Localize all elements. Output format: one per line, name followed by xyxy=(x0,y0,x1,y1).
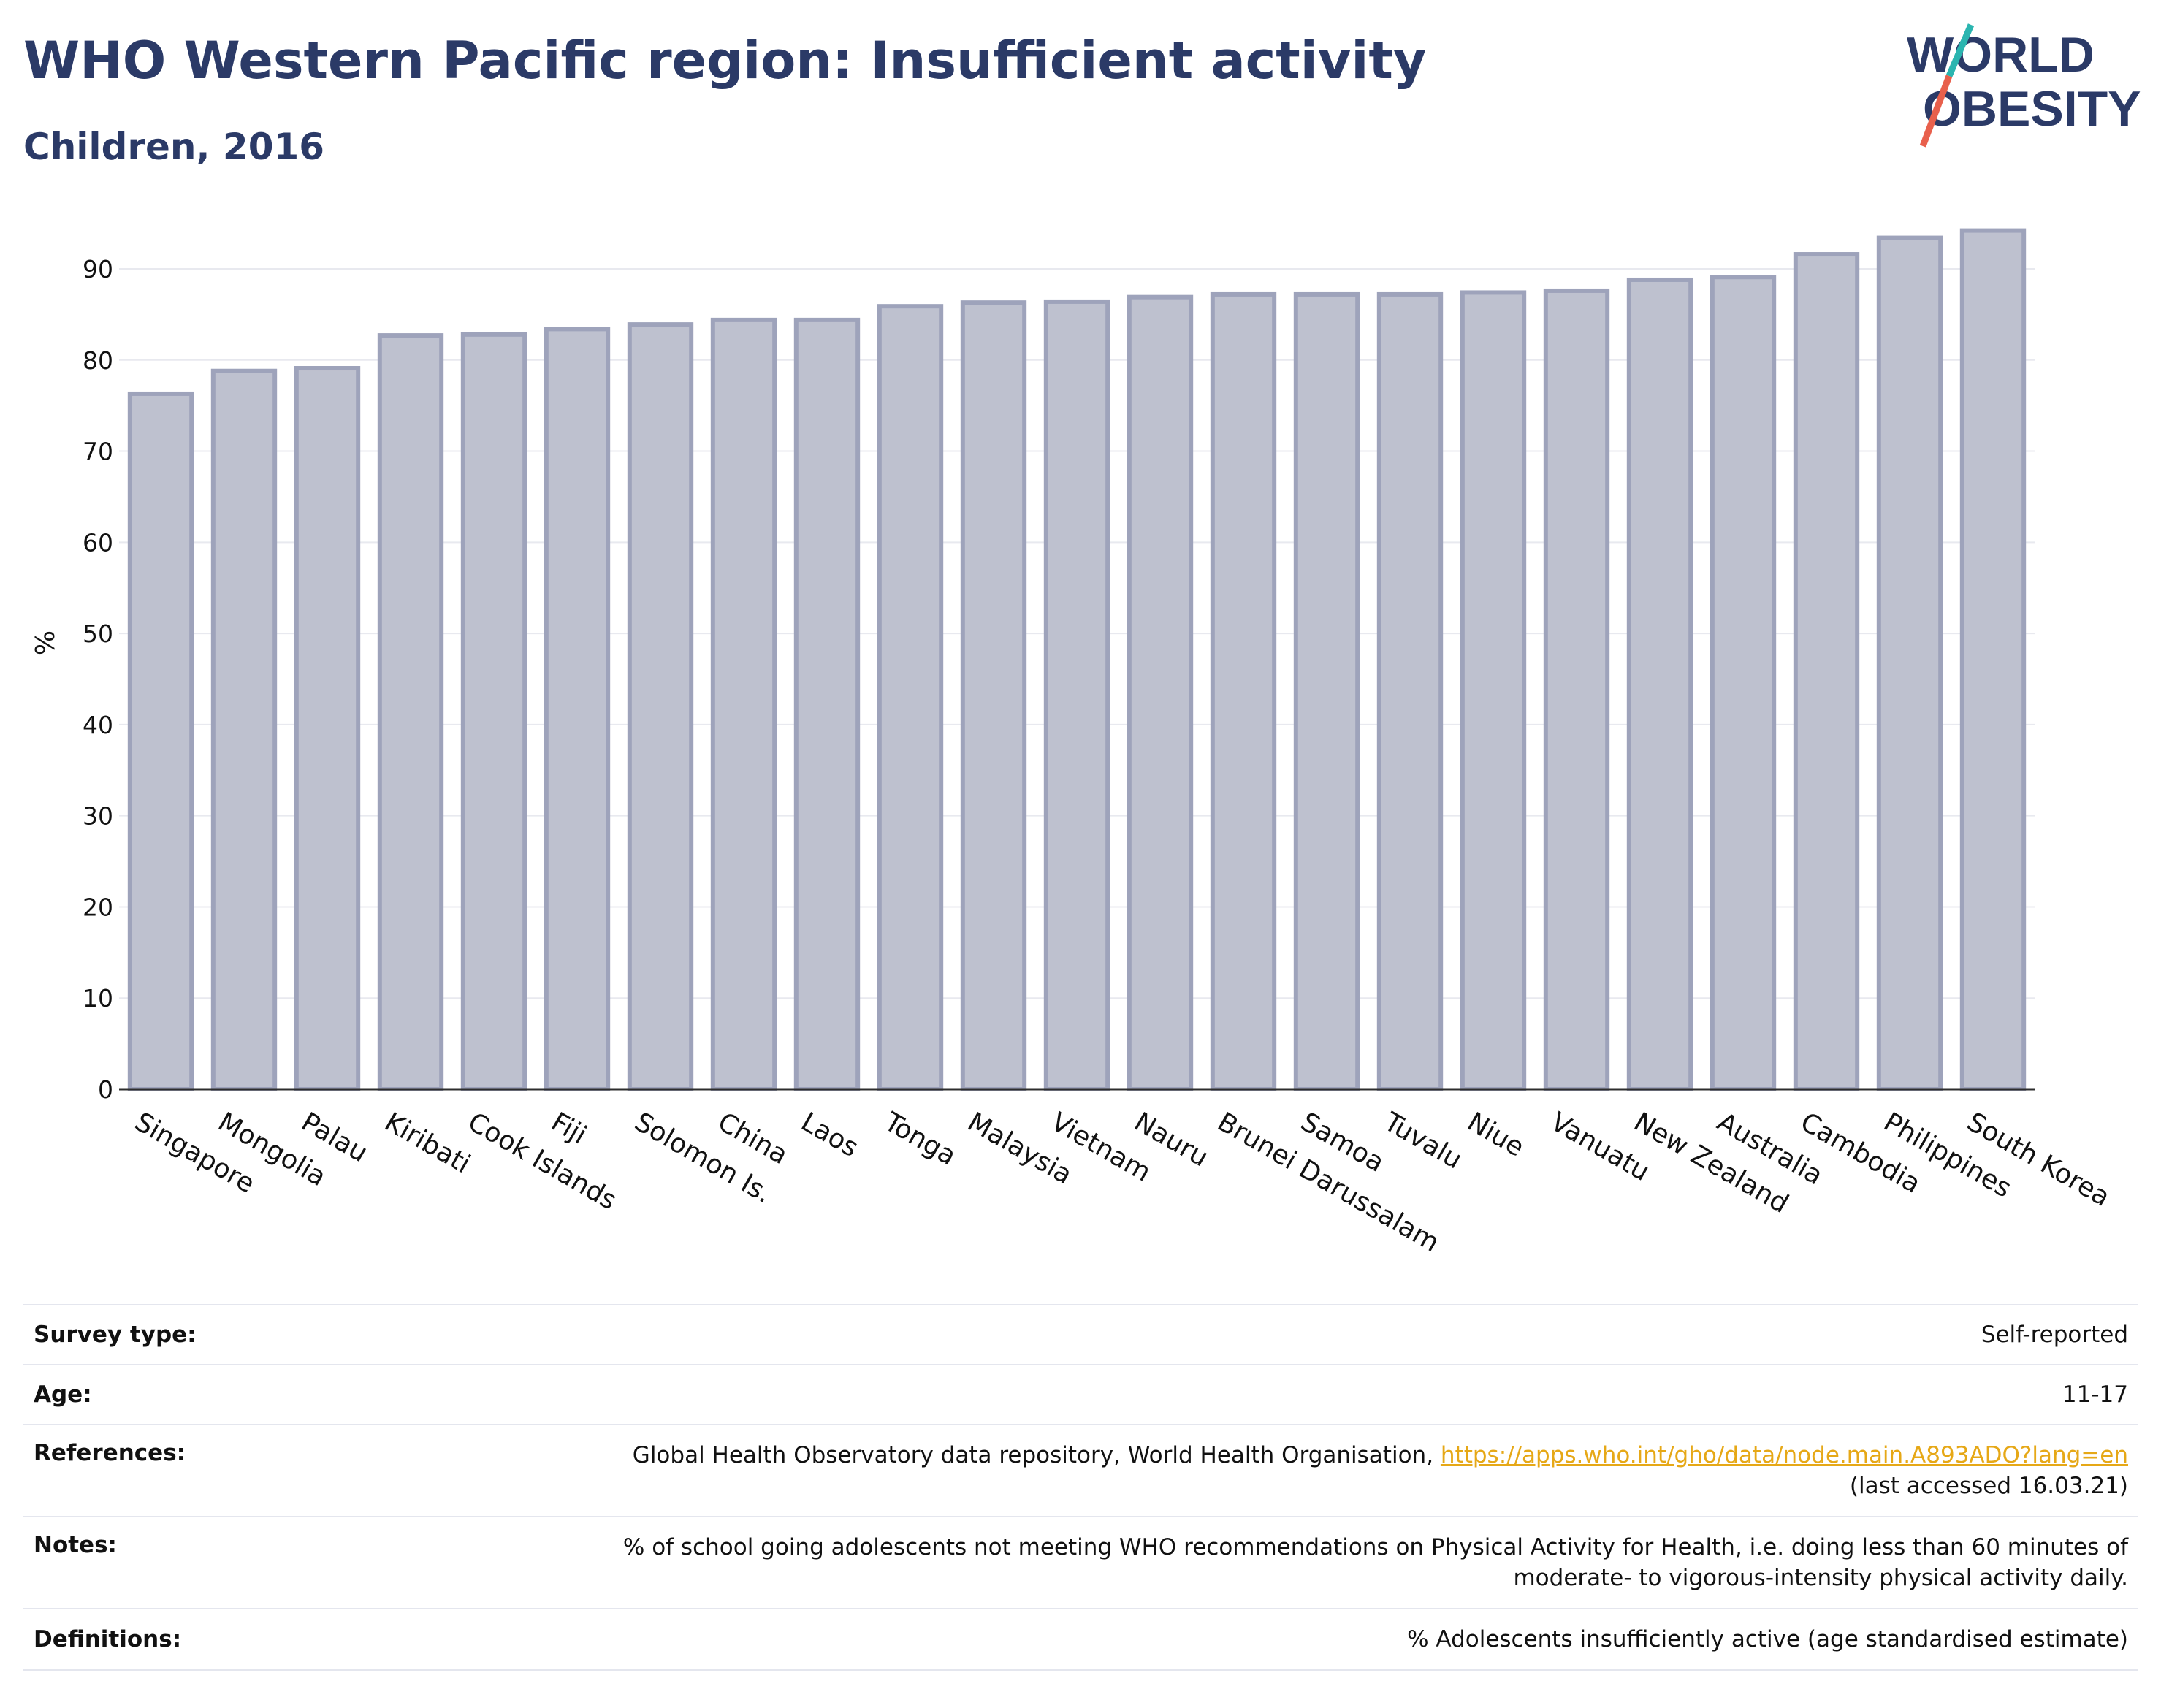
bar-tonga xyxy=(877,304,944,1091)
x-tick-label: Laos xyxy=(796,1107,864,1163)
world-obesity-logo: WORLD OBESITY xyxy=(1907,23,2141,148)
notes-line-1: % of school going adolescents not meetin… xyxy=(622,1534,2128,1560)
info-row-notes: Notes: % of school going adolescents not… xyxy=(23,1516,2138,1609)
bar-philippines xyxy=(1876,235,1943,1091)
y-tick-label: 40 xyxy=(83,711,113,739)
definitions-value: % Adolescents insufficiently active (age… xyxy=(472,1608,2138,1671)
bar-chart: 0 10 20 30 40 50 60 70 80 90 SingaporeMongoliaPal… xyxy=(31,228,2115,1258)
y-axis-label: % xyxy=(31,630,61,655)
bar-palau xyxy=(294,366,361,1092)
bar-fiji xyxy=(544,327,611,1091)
bar-new-zealand xyxy=(1626,277,1693,1091)
references-link[interactable]: https://apps.who.int/gho/data/node.main.… xyxy=(1440,1442,2128,1468)
definitions-label: Definitions: xyxy=(23,1608,472,1671)
survey-type-label: Survey type: xyxy=(23,1304,472,1365)
bar-kiribati xyxy=(377,333,444,1092)
x-tick-label: Kiribati xyxy=(380,1107,476,1179)
logo-slash-red xyxy=(1919,75,1953,148)
bar-niue xyxy=(1460,290,1527,1091)
y-tick-label: 70 xyxy=(83,438,113,466)
bar-south-korea xyxy=(1959,228,2027,1091)
bar-australia xyxy=(1710,275,1777,1092)
page-subtitle: Children, 2016 xyxy=(23,126,325,168)
notes-line-2: moderate- to vigorous-intensity physical… xyxy=(1513,1565,2128,1591)
y-tick-label: 0 xyxy=(98,1075,113,1104)
bar-mongolia xyxy=(210,368,278,1091)
notes-value: % of school going adolescents not meetin… xyxy=(472,1516,2138,1609)
y-tick-label: 30 xyxy=(83,802,113,831)
x-tick-label: Fiji xyxy=(546,1107,592,1151)
y-tick-label: 50 xyxy=(83,619,113,648)
bar-malaysia xyxy=(960,300,1027,1092)
y-tick-labels: 0 10 20 30 40 50 60 70 80 90 xyxy=(83,255,113,1104)
age-value: 11-17 xyxy=(472,1364,2138,1425)
survey-type-value: Self-reported xyxy=(472,1304,2138,1365)
info-row-definitions: Definitions: % Adolescents insufficientl… xyxy=(23,1608,2138,1671)
x-tick-label: Tuvalu xyxy=(1379,1107,1467,1175)
y-tick-label: 80 xyxy=(83,346,113,375)
bar-cook-islands xyxy=(460,332,527,1092)
logo-text-obesity: OBESITY xyxy=(1923,81,2141,137)
age-label: Age: xyxy=(23,1364,472,1425)
info-table: Survey type: Self-reported Age: 11-17 Re… xyxy=(23,1304,2138,1671)
bar-china xyxy=(710,317,777,1091)
bar-tuvalu xyxy=(1376,291,1444,1092)
logo-slash-teal xyxy=(1945,23,1975,77)
references-label: References: xyxy=(23,1424,472,1517)
y-tick-label: 90 xyxy=(83,255,113,283)
bar-samoa xyxy=(1293,291,1360,1092)
page-title: WHO Western Pacific region: Insufficient… xyxy=(23,31,1427,91)
y-tick-label: 10 xyxy=(83,984,113,1013)
bar-vanuatu xyxy=(1543,288,1610,1092)
references-text: Global Health Observatory data repositor… xyxy=(632,1442,1434,1468)
logo-text-world: WORLD xyxy=(1907,27,2095,83)
bar-solomon-is xyxy=(627,322,694,1091)
bar-singapore xyxy=(127,391,194,1091)
bars xyxy=(127,228,2027,1092)
x-tick-label: Niue xyxy=(1463,1107,1529,1162)
x-tick-label: Cook Islands xyxy=(463,1107,622,1216)
bar-cambodia xyxy=(1793,252,1860,1092)
info-row-references: References: Global Health Observatory da… xyxy=(23,1424,2138,1517)
bar-brunei-darussalam xyxy=(1210,291,1277,1092)
bar-nauru xyxy=(1127,294,1194,1091)
notes-label: Notes: xyxy=(23,1516,472,1609)
references-value: Global Health Observatory data repositor… xyxy=(472,1424,2138,1517)
y-tick-label: 60 xyxy=(83,528,113,557)
info-row-age: Age: 11-17 xyxy=(23,1364,2138,1425)
x-tick-label: Tonga xyxy=(879,1107,961,1172)
bar-laos xyxy=(793,317,861,1091)
y-tick-label: 20 xyxy=(83,893,113,921)
references-accessed: (last accessed 16.03.21) xyxy=(1849,1473,2128,1499)
info-row-survey-type: Survey type: Self-reported xyxy=(23,1304,2138,1365)
bar-vietnam xyxy=(1043,299,1110,1091)
